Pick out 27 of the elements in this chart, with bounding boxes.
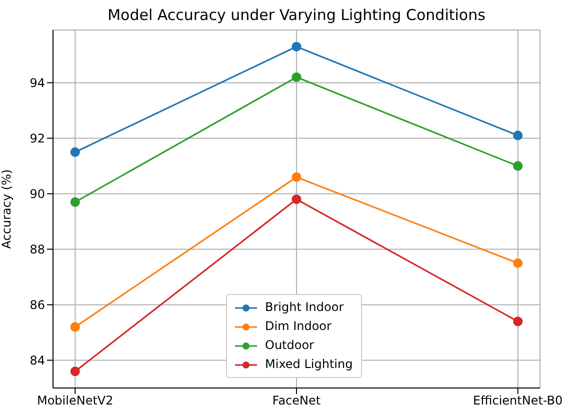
point — [292, 194, 302, 204]
chart-title: Model Accuracy under Varying Lighting Conditions — [106, 6, 486, 24]
point — [513, 161, 523, 171]
point — [513, 130, 523, 140]
y-axis-title: Accuracy (%) — [0, 169, 14, 249]
legend-label: Dim Indoor — [265, 318, 332, 335]
point — [292, 42, 302, 52]
legend-label: Bright Indoor — [265, 299, 344, 316]
y-tick-label: 88 — [30, 242, 45, 256]
y-tick-label: 86 — [30, 298, 45, 312]
y-tick-label: 84 — [30, 354, 45, 368]
point — [513, 258, 523, 268]
x-tick-label: MobileNetV2 — [36, 394, 114, 408]
y-tick-label: 94 — [30, 76, 45, 90]
point — [70, 322, 80, 332]
legend-label: Outdoor — [265, 337, 314, 354]
point — [513, 316, 523, 326]
x-tick-label: FaceNet — [272, 394, 321, 408]
legend-label: Mixed Lighting — [265, 356, 353, 373]
point — [70, 366, 80, 376]
y-tick-label: 92 — [30, 131, 45, 146]
point — [292, 72, 302, 82]
x-tick-label: EfficientNet-B0 — [473, 394, 563, 408]
point — [292, 172, 302, 182]
point — [70, 147, 80, 157]
point — [70, 197, 80, 207]
y-tick-label: 90 — [30, 186, 45, 201]
